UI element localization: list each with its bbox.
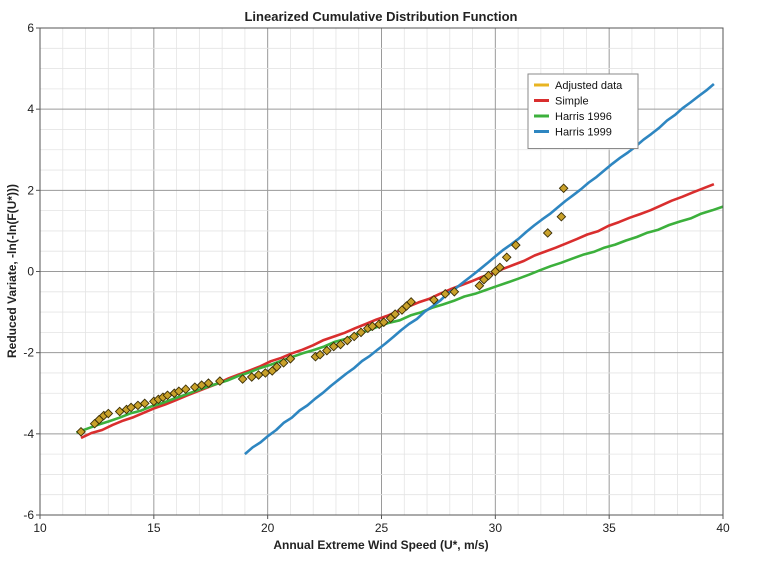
data-point [483,270,494,281]
data-point [501,252,512,263]
x-tick-label: 35 [602,521,616,535]
y-tick-label: -4 [23,427,34,441]
data-point [278,357,289,368]
data-point [558,183,569,194]
data-point [237,374,248,384]
y-tick-label: -2 [23,346,34,360]
data-point [76,426,86,437]
data-point [406,297,416,307]
data-point [556,211,567,222]
data-point [322,345,332,356]
data-point [542,228,553,238]
data-point [285,353,296,364]
data-point [180,384,191,395]
data-point [440,288,451,299]
data-point [356,327,366,338]
chart-title: Linearized Cumulative Distribution Funct… [244,9,517,24]
legend-label: Harris 1996 [555,111,612,123]
x-tick-label: 10 [33,521,47,535]
data-point [495,262,505,273]
y-tick-label: 0 [27,265,34,279]
legend: Adjusted data Simple Harris 1996 Harris 199… [527,73,639,149]
legend-label: Simple [555,96,589,108]
x-tick-label: 40 [716,521,730,535]
series-line-harris-1996 [75,205,724,434]
x-tick-label: 20 [261,521,275,535]
data-point [315,349,325,360]
data-point [449,286,460,297]
data-point [510,240,521,250]
data-point [429,295,439,305]
x-tick-label: 30 [489,521,503,535]
data-point [474,280,485,291]
ticks: 10 15 20 25 30 35 40 -6 -4 -2 0 2 4 6 [23,21,730,535]
data-point [390,309,400,319]
data-point [203,378,214,388]
legend-label: Harris 1999 [555,127,612,139]
data-point [215,376,225,386]
y-tick-label: 2 [27,183,34,197]
y-tick-label: 4 [27,102,34,116]
data-point [139,398,150,409]
data-point [271,362,282,372]
x-tick-label: 25 [375,521,389,535]
y-axis-label: Reduced Variate, -ln(-ln(F(U*))) [5,184,19,358]
adjusted-data-markers [76,183,569,437]
data-point [335,339,346,350]
legend-label: Adjusted data [555,80,623,92]
x-tick-label: 15 [147,521,161,535]
data-point [342,335,353,346]
x-axis-label: Annual Extreme Wind Speed (U*, m/s) [273,538,488,552]
data-point [349,331,360,342]
data-point [103,408,114,419]
data-point [378,317,389,328]
y-tick-label: -6 [23,508,34,522]
grid [39,27,724,516]
y-tick-label: 6 [27,21,34,35]
